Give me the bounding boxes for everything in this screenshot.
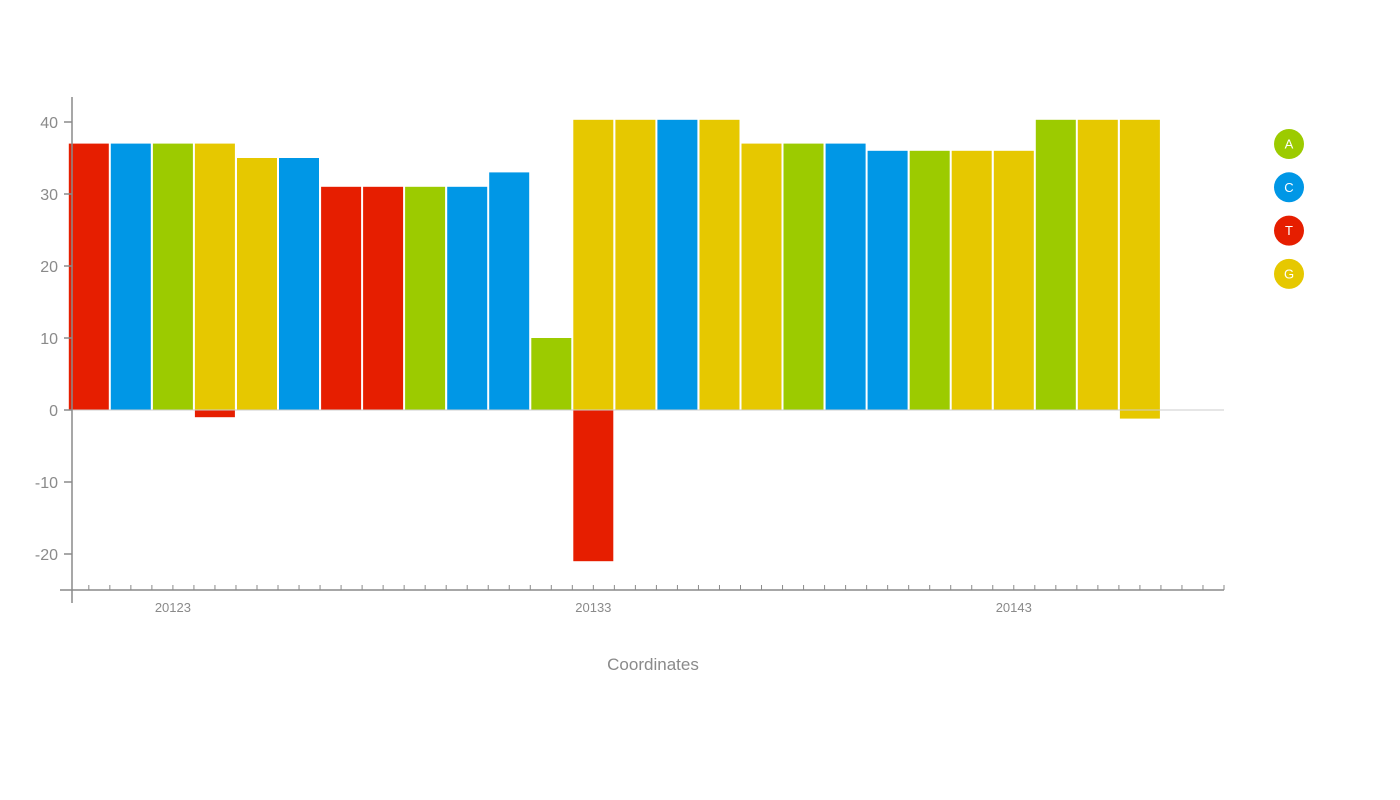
bar-G-20133 [573,119,614,411]
legend-marker-C [1274,172,1304,203]
bar-A-20138 [783,143,824,410]
legend-label-C: C [1284,180,1293,195]
y-tick-label: -10 [35,475,58,492]
bar-C-20139 [825,143,866,410]
y-tick-label: 0 [49,403,58,420]
bar-G-20142 [951,150,992,411]
bar-G-20125 [237,158,277,410]
bar-G-20137 [741,143,782,410]
bar-C-20140 [867,150,908,411]
bar-G-20146 [1119,119,1160,411]
bar-G-20124 [194,143,235,410]
axes-group: -20 -10 0 10 20 30 40 20123 20133 20143 [35,97,1225,615]
bar-A-20132 [531,338,572,410]
bar-T-20127 [321,186,362,410]
legend-marker-A [1274,129,1304,159]
bar-negative-T-20133 [573,410,614,562]
y-tick-label: 20 [40,259,58,276]
legend-marker-G [1274,258,1304,289]
bar-G-20136 [699,119,740,411]
bar-C-20135 [657,119,698,411]
legend: A C T G [1274,129,1304,289]
bars-group [68,119,1160,562]
bar-C-20126 [279,158,319,410]
y-tick-label: 10 [40,331,58,348]
x-tick-label: 20133 [575,600,611,615]
legend-label-A: A [1285,137,1294,152]
legend-label-G: G [1284,266,1294,281]
y-tick-label: -20 [35,547,58,564]
bar-G-20143 [993,150,1034,411]
legend-marker-T [1274,215,1304,246]
bar-C-20122 [110,143,151,410]
x-tick-label: 20143 [996,600,1032,615]
bar-G-20145 [1077,119,1118,411]
y-tick-label: 30 [40,187,58,204]
bar-A-20144 [1035,119,1076,411]
bar-negative-G-20146 [1119,410,1160,419]
x-tick-label: 20123 [155,600,191,615]
bar-T-20121 [68,143,109,410]
bar-A-20129 [405,186,446,410]
bar-negative-T-20124 [194,410,235,418]
bar-G-20134 [615,119,656,411]
bar-A-20123 [152,143,193,410]
x-axis-title: Coordinates [607,655,699,674]
bar-C-20130 [447,186,488,410]
bar-A-20141 [909,150,950,411]
bar-T-20128 [363,186,404,410]
bar-C-20131 [489,172,530,410]
legend-label-T: T [1285,223,1293,238]
y-tick-label: 40 [40,115,58,132]
